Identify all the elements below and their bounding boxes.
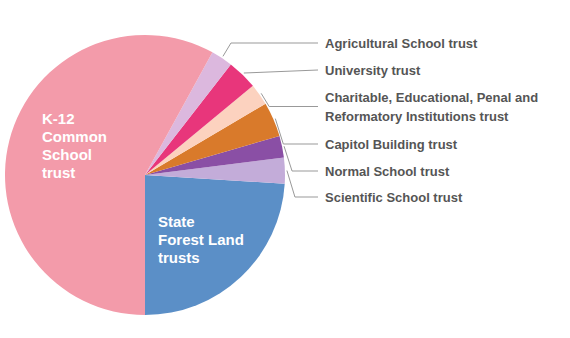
svg-text:University trust: University trust (325, 63, 421, 78)
svg-text:K-12: K-12 (42, 110, 75, 127)
svg-text:State: State (158, 213, 195, 230)
svg-text:School: School (42, 146, 92, 163)
svg-text:Normal School trust: Normal School trust (325, 164, 450, 179)
svg-text:trusts: trusts (158, 249, 200, 266)
svg-text:Scientific School trust: Scientific School trust (325, 190, 463, 205)
svg-text:Charitable, Educational, Penal: Charitable, Educational, Penal and (325, 90, 538, 105)
svg-text:Forest Land: Forest Land (158, 231, 244, 248)
svg-text:Reformatory Institutions trust: Reformatory Institutions trust (325, 109, 509, 124)
svg-text:Agricultural School trust: Agricultural School trust (325, 36, 478, 51)
svg-text:trust: trust (42, 164, 75, 181)
svg-text:Capitol Building trust: Capitol Building trust (325, 137, 458, 152)
svg-text:Common: Common (42, 128, 107, 145)
